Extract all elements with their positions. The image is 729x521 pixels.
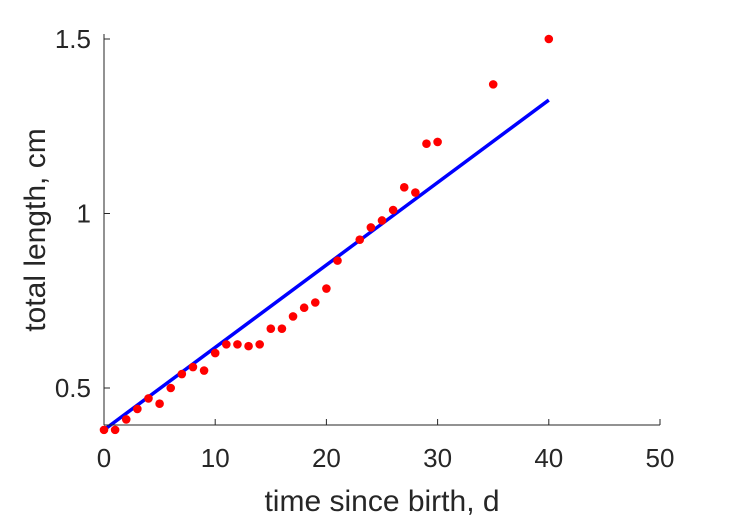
data-point: [121, 415, 131, 424]
data-point: [99, 425, 109, 435]
data-point: [144, 394, 153, 403]
data-point: [299, 303, 309, 313]
data-point: [488, 80, 498, 89]
fit-line: [102, 98, 550, 432]
data-point: [222, 340, 231, 349]
data-point: [422, 139, 431, 148]
plot-area: [99, 34, 554, 435]
data-point: [177, 369, 187, 379]
data-point: [255, 340, 264, 349]
x-tick-label: 10: [201, 443, 230, 473]
x-tick-label: 0: [97, 443, 111, 473]
x-axis-label: time since birth, d: [264, 485, 499, 518]
data-point: [155, 399, 164, 409]
data-point: [433, 137, 442, 147]
data-point: [377, 216, 387, 225]
y-axis-label: total length, cm: [19, 128, 52, 331]
data-point: [199, 366, 209, 375]
data-point: [244, 341, 253, 351]
data-point: [133, 404, 142, 414]
data-point: [110, 425, 120, 435]
data-point: [310, 298, 320, 307]
data-point: [388, 205, 398, 215]
y-tick-label: 1.5: [55, 24, 91, 54]
x-tick-label: 40: [534, 443, 563, 473]
x-tick-label: 20: [312, 443, 341, 473]
data-point: [233, 340, 242, 349]
x-tick-label: 50: [646, 443, 675, 473]
data-point: [366, 223, 376, 232]
data-point: [266, 324, 276, 333]
y-tick-label: 0.5: [55, 373, 91, 403]
y-tick-label: 1: [77, 199, 91, 229]
data-point: [355, 235, 365, 244]
data-point: [277, 324, 287, 333]
data-point: [166, 383, 176, 393]
data-point: [399, 183, 409, 192]
data-point: [210, 348, 220, 358]
data-point: [333, 256, 342, 265]
data-point: [322, 284, 331, 293]
x-tick-label: 30: [423, 443, 452, 473]
data-point: [544, 34, 554, 44]
data-point: [411, 188, 420, 197]
data-point: [188, 362, 198, 372]
x-ticks: 0 10 20 30 40 50: [97, 419, 675, 473]
y-ticks: 0.5 1 1.5: [55, 24, 110, 403]
data-point: [288, 312, 298, 321]
